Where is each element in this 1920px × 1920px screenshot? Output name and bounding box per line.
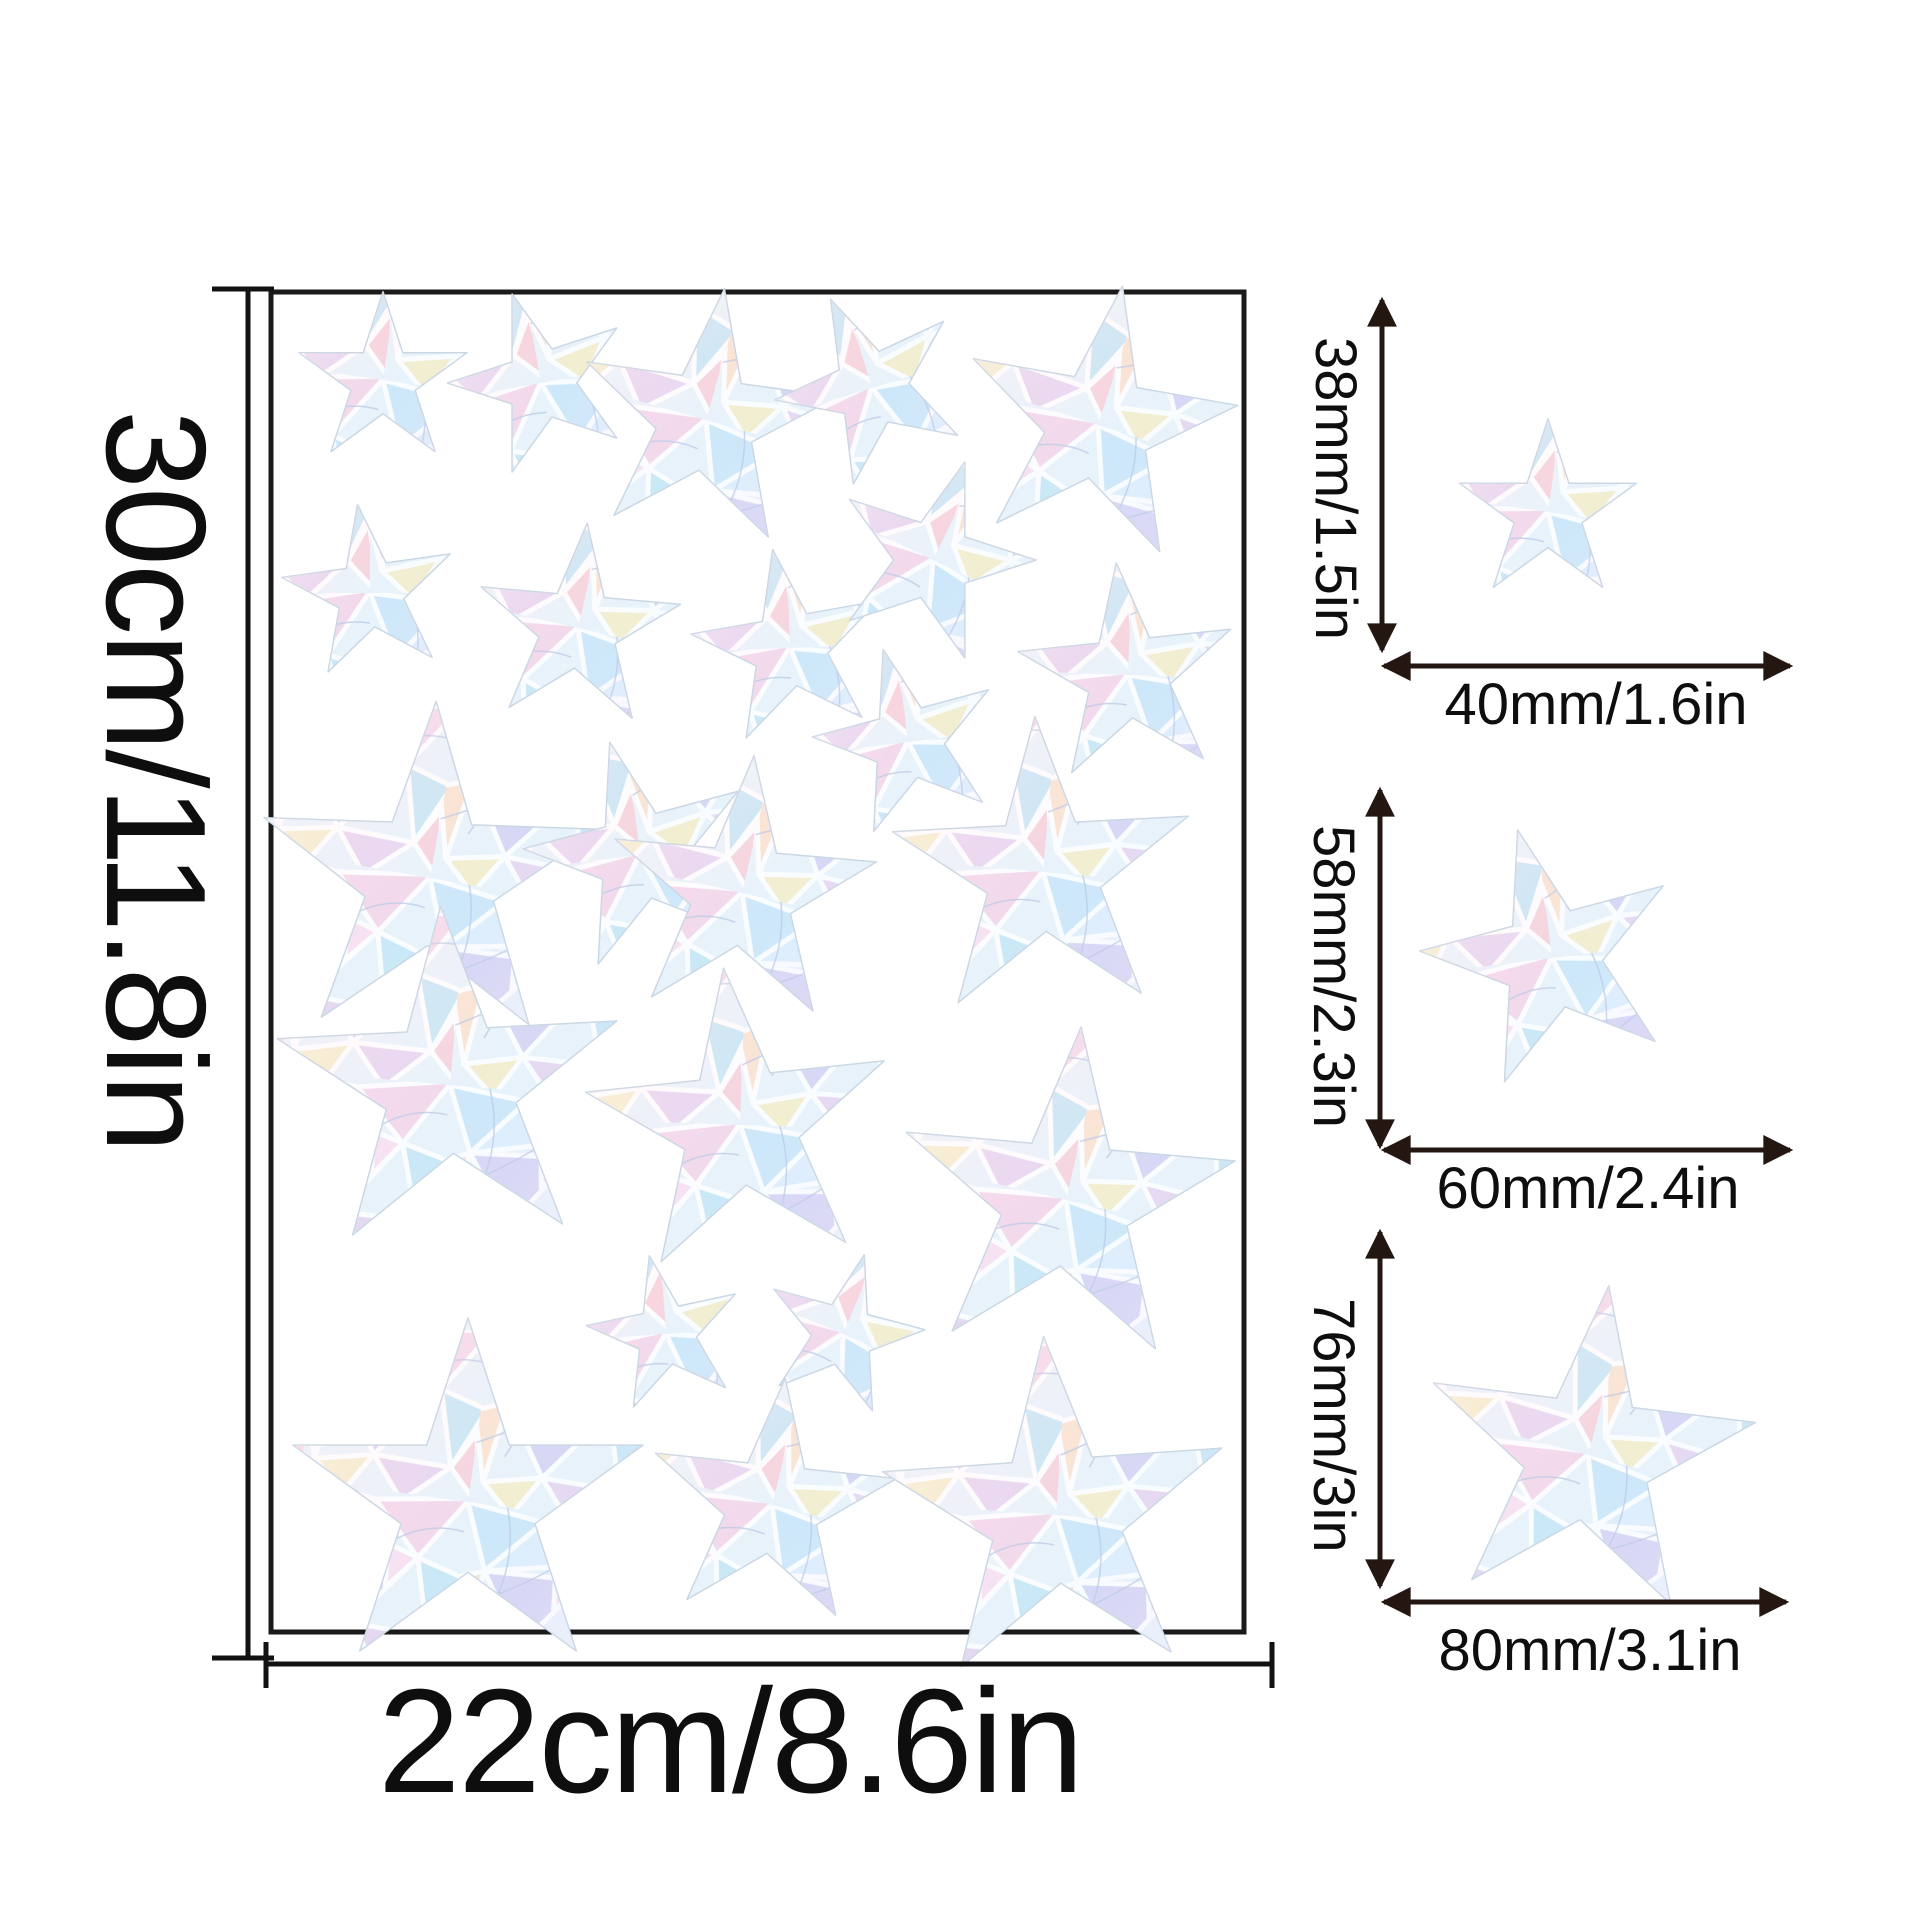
large-guide-star: [1432, 1285, 1756, 1605]
star-sticker: [298, 290, 468, 453]
star-sticker: [584, 967, 885, 1263]
star-sticker: [811, 648, 989, 833]
medium-guide-star: [1418, 829, 1664, 1083]
star-sticker: [972, 285, 1239, 553]
large-star-height-label: 76mm/3in: [1301, 1298, 1366, 1553]
star-sticker: [446, 293, 618, 473]
star-sticker: [891, 715, 1190, 1004]
star-sticker: [848, 461, 1037, 659]
star-sticker: [281, 503, 452, 673]
large-star-width-label: 80mm/3.1in: [1438, 1618, 1742, 1683]
small-star-height-label: 38mm/1.5in: [1303, 337, 1368, 641]
sheet-width-label: 22cm/8.6in: [378, 1659, 1084, 1824]
star-sticker: [292, 1317, 644, 1652]
star-sticker: [585, 1255, 736, 1408]
star-sticker: [614, 755, 877, 1012]
star-sticker: [881, 1335, 1223, 1668]
sheet-height-label: 30cm/11.8in: [76, 410, 235, 1152]
star-sticker: [480, 522, 682, 719]
star-sticker: [263, 700, 601, 1026]
star-sticker: [690, 548, 879, 739]
star-sticker: [773, 1254, 926, 1412]
star-sticker: [905, 1026, 1236, 1350]
star-sticker: [276, 905, 618, 1236]
small-guide-star: [1458, 418, 1638, 589]
medium-star-height-label: 58mm/2.3in: [1301, 825, 1366, 1129]
medium-star-width-label: 60mm/2.4in: [1436, 1156, 1740, 1221]
star-sticker: [1017, 562, 1232, 774]
small-star-width-label: 40mm/1.6in: [1444, 672, 1748, 737]
star-sticker: [774, 298, 959, 485]
star-sticker: [655, 1377, 898, 1616]
